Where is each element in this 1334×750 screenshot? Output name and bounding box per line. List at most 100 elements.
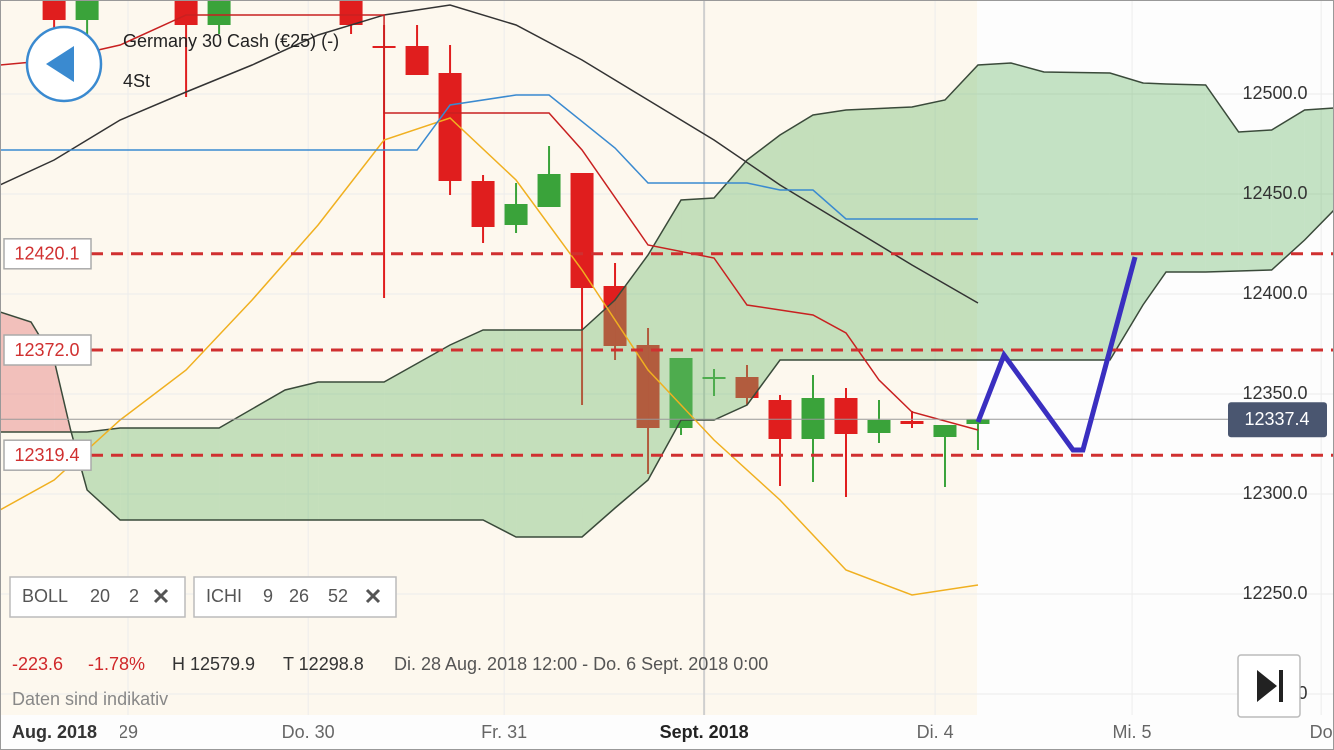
high: H 12579.9 [172,654,255,674]
indicator-chip[interactable] [193,576,397,618]
candle-body [834,398,858,434]
cloud-segment [977,63,1011,360]
x-tick-label: Sept. 2018 [660,722,749,742]
cloud-segment [681,198,715,420]
jump-end-icon [1257,670,1283,702]
remove-icon[interactable] [365,588,381,604]
x-tick-label: 29 [118,722,138,742]
candle-body [801,398,825,439]
cloud-segment [1238,130,1272,271]
candle-body [504,204,528,225]
cloud-segment [0,312,32,432]
cloud-segment [615,255,649,508]
cloud-segment [384,345,451,520]
cloud-segment [944,65,978,360]
indicator-name: ICHI [206,586,242,606]
indicator-param: 9 [263,586,273,606]
candle-body [867,420,891,433]
last-price-label: 12337.4 [1244,409,1309,429]
cloud-segment [1142,83,1167,305]
last-price-box [1228,402,1327,438]
cloud-segment [1271,110,1305,270]
indicators: BOLL 20 2 ICHI 9 26 52 [9,576,397,618]
indicator-param: 2 [129,586,139,606]
x-tick-label: Mi. 5 [1113,722,1152,742]
cloud-segment [582,300,616,537]
x-tick-label: Di. 4 [917,722,954,742]
candle-body [570,173,594,288]
level-box [3,238,92,270]
level-label: 12420.1 [14,244,79,264]
y-tick-label: 12350.0 [1242,383,1307,403]
disclaimer: Daten sind indikativ [12,689,168,709]
indicator-name: BOLL [22,586,68,606]
range: Di. 28 Aug. 2018 12:00 - Do. 6 Sept. 201… [394,654,768,674]
interval: 4St [123,71,150,91]
cloud-segment [1166,84,1206,272]
indicator-param: 20 [90,586,110,606]
end-button[interactable] [1237,654,1301,718]
cloud-segment [1043,72,1110,360]
candle-body [42,0,66,20]
y-tick-label: 12300.0 [1242,483,1307,503]
back-icon [46,46,74,82]
x-tick-label: Do [1310,722,1333,742]
candle-body [339,0,363,25]
change-pct: -1.78% [88,654,145,674]
low: T 12298.8 [283,654,364,674]
cloud-segment [1010,63,1044,360]
candle-body [471,181,495,227]
level-box [3,334,92,366]
indicator-line [0,4,979,304]
y-tick-label: 12400.0 [1242,283,1307,303]
indicator-line [0,94,978,220]
cloud-segment [911,100,945,360]
x-tick-label: Fr. 31 [481,722,527,742]
indicator-chip[interactable] [9,576,186,618]
remove-icon[interactable] [153,588,169,604]
cloud-segment [1205,85,1239,272]
cloud-segment [516,330,583,537]
candle-body [735,377,759,398]
cloud-segment [813,110,846,360]
change: -223.6 [12,654,63,674]
candle-body [207,0,231,25]
cloud-segment [285,382,319,520]
cloud-segment [1304,108,1334,240]
indicator-param: 52 [328,586,348,606]
plot [0,0,1334,596]
candle-body [174,0,198,25]
cloud-segment [483,330,517,537]
y-tick-label: 12450.0 [1242,183,1307,203]
candle-body [900,421,924,424]
cloud-segment [318,382,385,520]
candle-body [933,425,957,437]
cloud-segment [747,135,781,405]
cloud-segment [845,107,912,360]
cloud-segment [120,428,220,520]
y-tick-label: 12250.0 [1242,583,1307,603]
candle-body [75,0,99,20]
indicator-line [0,117,979,596]
header: Germany 30 Cash (€25) (-) 4St [25,25,339,103]
cloud-segment [648,200,682,480]
cloud-span-b [0,209,1334,538]
cloud-segment [714,160,748,420]
trend-drawing [975,256,1138,453]
level-label: 12372.0 [14,340,79,360]
x-tick-label: Do. 30 [282,722,335,742]
instrument: Germany 30 Cash (€25) (-) [123,31,339,51]
candle-body [702,377,726,379]
candle-body [405,46,429,75]
indicator-param: 26 [289,586,309,606]
stats: -223.6 -1.78% H 12579.9 T 12298.8 Di. 28… [12,654,768,709]
candle-body [636,345,660,428]
level-box [3,439,92,471]
cloud-segment [450,330,484,520]
month-label: Aug. 2018 [12,722,97,742]
candle-body [438,73,462,181]
candle-body [537,174,561,207]
candle-body [603,286,627,346]
level-label: 12319.4 [14,445,79,465]
